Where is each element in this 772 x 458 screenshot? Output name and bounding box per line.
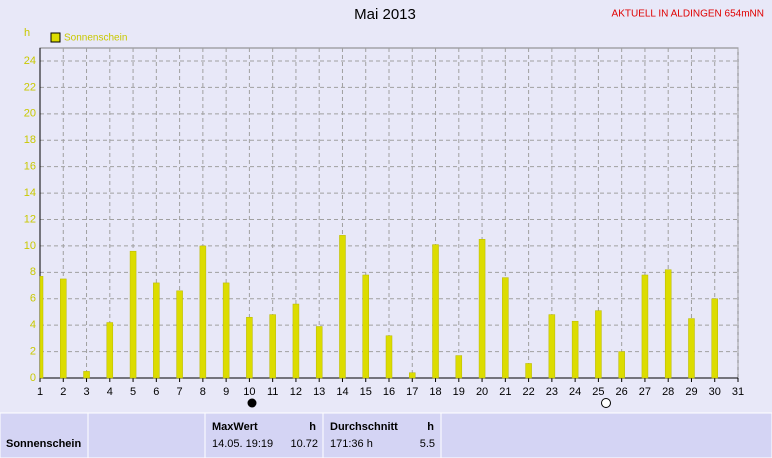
- x-tick-label: 29: [685, 386, 697, 398]
- bar: [292, 303, 300, 379]
- bar: [176, 290, 183, 379]
- bar: [153, 282, 160, 379]
- bar: [548, 314, 556, 379]
- unit: h: [309, 421, 316, 433]
- y-tick-label: 8: [30, 266, 36, 278]
- y-tick-label: 10: [24, 240, 36, 252]
- y-tick-label: 4: [30, 319, 36, 331]
- bar: [664, 269, 672, 379]
- x-tick-label: 2: [60, 386, 66, 398]
- x-tick-label: 21: [499, 386, 511, 398]
- bar: [222, 282, 230, 379]
- x-tick-label: 24: [569, 386, 581, 398]
- bar: [571, 320, 579, 379]
- stats-table: Sonnenschein MaxWert h 14.05. 19:19 10.7…: [0, 412, 772, 458]
- bar: [385, 335, 393, 379]
- x-tick-label: 27: [639, 386, 651, 398]
- y-tick-label: 22: [24, 81, 36, 93]
- cell: 171:36 h: [330, 438, 373, 450]
- cell: 5.5: [420, 438, 435, 450]
- y-tick-label: 2: [30, 345, 36, 357]
- bar: [83, 371, 90, 379]
- bar: [199, 245, 207, 379]
- y-axis-label: h: [24, 27, 30, 39]
- header: MaxWert: [212, 421, 258, 433]
- legend-swatch: [50, 32, 61, 43]
- new-moon: [601, 398, 611, 408]
- x-tick-label: 14: [336, 386, 348, 398]
- table-bg: [0, 412, 772, 458]
- y-tick-label: 14: [24, 187, 36, 199]
- x-tick-label: 13: [313, 386, 325, 398]
- bar: [246, 316, 253, 379]
- bar: [641, 274, 649, 379]
- cell: 10.72: [290, 438, 318, 450]
- bar: [595, 310, 602, 379]
- y-tick-label: 6: [30, 293, 36, 305]
- bar: [106, 322, 114, 379]
- full-moon: [247, 398, 257, 408]
- x-tick-label: 12: [290, 386, 302, 398]
- unit: h: [427, 421, 434, 433]
- y-tick-label: 20: [24, 108, 36, 120]
- x-tick-label: 20: [476, 386, 488, 398]
- bar: [60, 278, 67, 379]
- y-tick-label: 0: [30, 372, 36, 384]
- x-tick-label: 25: [592, 386, 604, 398]
- x-tick-label: 17: [406, 386, 418, 398]
- bar: [502, 277, 509, 379]
- bar: [525, 363, 532, 379]
- x-tick-label: 5: [130, 386, 136, 398]
- x-tick-label: 28: [662, 386, 674, 398]
- cell: 14.05. 19:19: [212, 438, 273, 450]
- bar: [362, 274, 369, 379]
- y-tick-label: 12: [24, 213, 36, 225]
- bar: [269, 314, 276, 379]
- x-tick-label: 30: [709, 386, 721, 398]
- legend-label: Sonnenschein: [64, 33, 127, 44]
- header: Durchschnitt: [330, 421, 398, 433]
- x-tick-label: 9: [223, 386, 229, 398]
- x-tick-label: 11: [267, 386, 278, 398]
- x-tick-label: 18: [429, 386, 441, 398]
- x-tick-label: 19: [453, 386, 465, 398]
- x-tick-label: 10: [243, 386, 255, 398]
- bar: [409, 372, 416, 379]
- x-tick-label: 7: [177, 386, 183, 398]
- x-tick-label: 16: [383, 386, 395, 398]
- bar: [618, 351, 625, 379]
- bar: [39, 276, 44, 379]
- x-tick-label: 8: [200, 386, 206, 398]
- bar: [455, 355, 463, 379]
- bar: [711, 298, 718, 379]
- bar: [432, 244, 439, 379]
- y-tick-label: 24: [24, 55, 36, 67]
- x-tick-label: 1: [37, 386, 43, 398]
- row-label: Sonnenschein: [6, 438, 81, 450]
- chart-title: Mai 2013: [354, 6, 416, 23]
- bar: [688, 318, 695, 379]
- bar: [315, 326, 323, 379]
- x-tick-label: 3: [83, 386, 89, 398]
- bar: [478, 239, 486, 379]
- x-tick-label: 4: [107, 386, 113, 398]
- x-tick-label: 15: [360, 386, 372, 398]
- bar: [339, 235, 346, 379]
- x-tick-label: 26: [616, 386, 628, 398]
- x-tick-label: 23: [546, 386, 558, 398]
- x-tick-label: 31: [732, 386, 744, 398]
- y-tick-label: 16: [24, 161, 36, 173]
- x-tick-label: 6: [153, 386, 159, 398]
- bar: [129, 250, 137, 379]
- y-tick-label: 18: [24, 134, 36, 146]
- x-tick-label: 22: [522, 386, 534, 398]
- subtitle: AKTUELL IN ALDINGEN 654mNN: [612, 9, 764, 20]
